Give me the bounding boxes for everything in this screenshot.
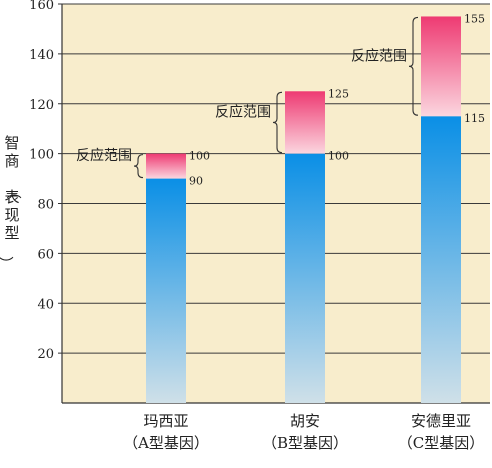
category-name-3: 安德里亚 bbox=[411, 412, 471, 430]
range-low-label-3: 115 bbox=[464, 112, 485, 125]
category-genotype-2: （B型基因） bbox=[262, 434, 348, 452]
category-name-1: 玛西亚 bbox=[143, 412, 188, 430]
range-annotation-1: 反应范围 bbox=[76, 147, 132, 164]
range-annotation-2: 反应范围 bbox=[215, 103, 271, 120]
bars: 100 90 反应范围 125 100 反应范围 155 115 反应范围 bbox=[76, 12, 485, 403]
y-tick-label-160: 160 bbox=[29, 0, 54, 13]
range-annotation-3: 反应范围 bbox=[351, 47, 407, 64]
range-high-label-1: 100 bbox=[189, 150, 210, 163]
category-genotype-3: （C型基因） bbox=[398, 434, 484, 452]
x-axis: 玛西亚 （A型基因） 胡安 （B型基因） 安德里亚 （C型基因） bbox=[123, 412, 484, 452]
gridlines bbox=[62, 3, 490, 354]
y-tick-label-120: 120 bbox=[29, 98, 54, 113]
bar-reaction-range-2 bbox=[285, 91, 325, 154]
range-high-label-3: 155 bbox=[464, 12, 485, 25]
bar-reaction-range-1 bbox=[146, 153, 186, 179]
range-low-label-1: 90 bbox=[189, 175, 203, 188]
y-tick-label-60: 60 bbox=[37, 247, 54, 262]
bar-baseline-2 bbox=[285, 153, 325, 403]
y-axis-label: 智商（表现型） bbox=[0, 134, 22, 271]
y-tick-label-140: 140 bbox=[29, 48, 54, 63]
range-brace-1 bbox=[133, 154, 144, 179]
y-tick-label-80: 80 bbox=[37, 198, 54, 213]
y-axis: 20 40 60 80 100 120 140 160 bbox=[29, 0, 490, 404]
y-tick-label-40: 40 bbox=[37, 297, 54, 312]
y-axis-title: 智商（表现型） bbox=[0, 134, 22, 271]
category-genotype-1: （A型基因） bbox=[123, 434, 209, 452]
bar-baseline-1 bbox=[146, 178, 186, 403]
y-tick-label-20: 20 bbox=[37, 347, 54, 362]
bar-baseline-3 bbox=[421, 116, 461, 403]
bar-reaction-range-3 bbox=[421, 16, 461, 117]
range-low-label-2: 100 bbox=[328, 150, 349, 163]
y-tick-label-100: 100 bbox=[29, 148, 54, 163]
range-brace-3 bbox=[408, 16, 419, 116]
range-brace-2 bbox=[272, 91, 283, 154]
range-high-label-2: 125 bbox=[328, 87, 349, 100]
category-name-2: 胡安 bbox=[290, 412, 320, 430]
